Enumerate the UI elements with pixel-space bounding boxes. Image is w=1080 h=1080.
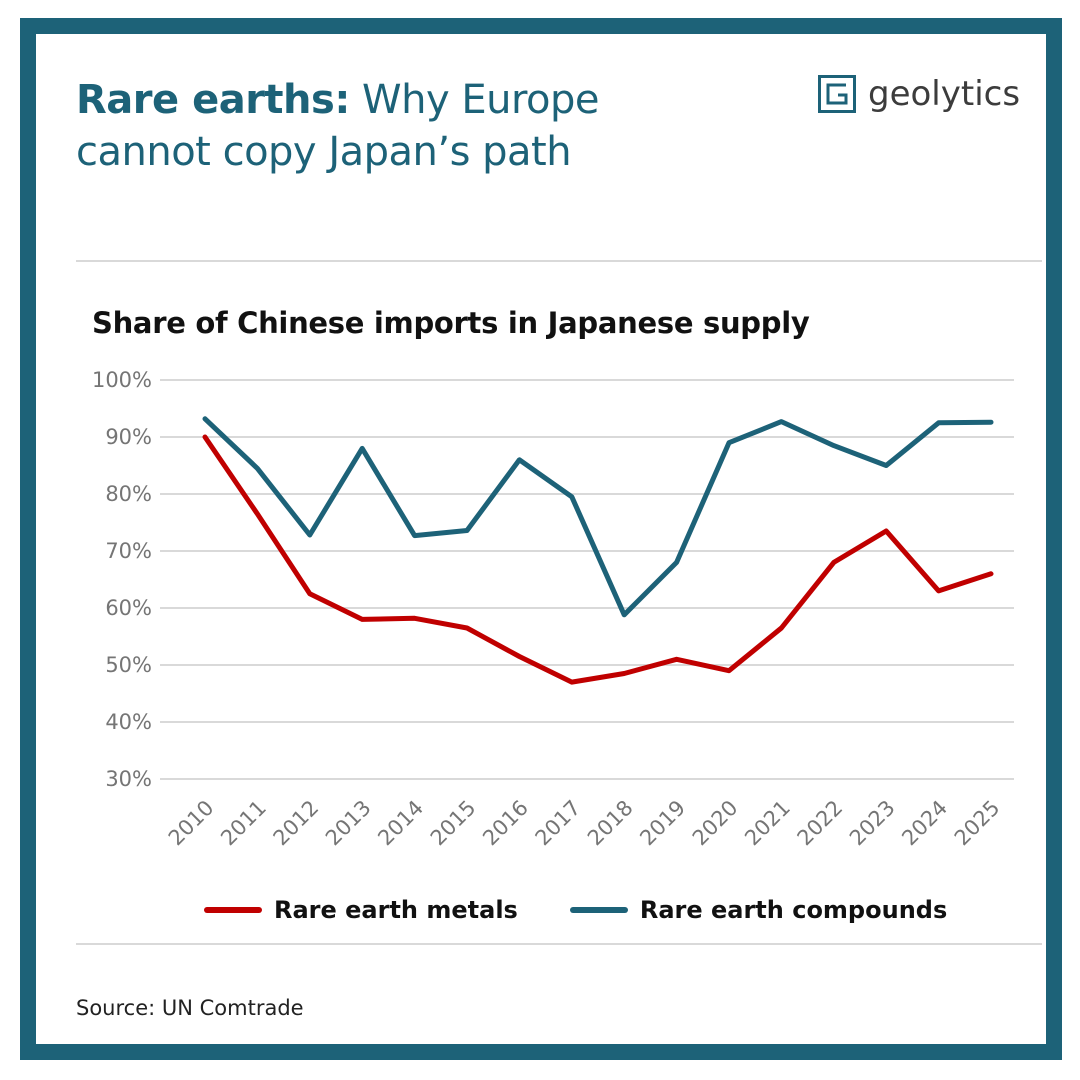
legend-item-compounds: Rare earth compounds (569, 896, 948, 924)
series-line-compounds (202, 416, 994, 618)
top-divider (76, 260, 1042, 262)
x-tick-label: 2017 (531, 796, 586, 851)
geolytics-logo-icon (818, 75, 856, 113)
brand-logo: geolytics (818, 74, 1020, 114)
legend-label-compounds: Rare earth compounds (639, 896, 948, 924)
y-tick-label: 90% (105, 425, 152, 449)
bottom-divider (76, 943, 1042, 945)
x-tick-label: 2011 (216, 796, 271, 851)
y-tick-label: 60% (105, 596, 152, 620)
x-tick-label: 2020 (688, 796, 743, 851)
x-tick-label: 2015 (426, 796, 481, 851)
y-tick-label: 70% (105, 539, 152, 563)
chart-title: Share of Chinese imports in Japanese sup… (92, 306, 810, 340)
y-tick-label: 40% (105, 710, 152, 734)
page-title: Rare earths: Why Europe cannot copy Japa… (76, 74, 716, 178)
x-axis-ticks: 2010201120122013201420152016201720182019… (164, 796, 1005, 851)
legend-swatch-metals (204, 907, 262, 913)
x-tick-label: 2023 (845, 796, 900, 851)
series-line-metals (202, 434, 994, 685)
x-tick-label: 2019 (635, 796, 690, 851)
card-frame: Rare earths: Why Europe cannot copy Japa… (20, 18, 1062, 1060)
chart-legend: Rare earth metals Rare earth compounds (204, 896, 947, 924)
title-bold: Rare earths: (76, 77, 350, 123)
x-tick-label: 2012 (269, 796, 324, 851)
x-tick-label: 2016 (478, 796, 533, 851)
grid-lines (160, 379, 1014, 780)
x-tick-label: 2021 (740, 796, 795, 851)
x-tick-label: 2010 (164, 796, 219, 851)
series-lines (202, 416, 994, 685)
y-tick-label: 30% (105, 767, 152, 791)
legend-label-metals: Rare earth metals (274, 896, 518, 924)
x-tick-label: 2013 (321, 796, 376, 851)
y-tick-label: 80% (105, 482, 152, 506)
y-tick-label: 100% (92, 368, 152, 392)
source-note: Source: UN Comtrade (76, 996, 304, 1020)
logo-text: geolytics (868, 74, 1021, 114)
y-tick-label: 50% (105, 653, 152, 677)
x-tick-label: 2024 (897, 796, 952, 851)
x-tick-label: 2014 (373, 796, 428, 851)
y-axis-ticks: 30% 40% 50% 60% 70% 80% 90% 100% (92, 368, 152, 791)
x-tick-label: 2025 (950, 796, 1005, 851)
legend-item-metals: Rare earth metals (204, 896, 518, 924)
x-tick-label: 2018 (583, 796, 638, 851)
legend-swatch-compounds (569, 907, 628, 913)
x-tick-label: 2022 (793, 796, 848, 851)
title-rest: Why Europe cannot copy Japan’s path (76, 77, 600, 175)
line-chart: 30%40%50%60%70%80%90%100% 20102011201220… (92, 368, 1014, 851)
